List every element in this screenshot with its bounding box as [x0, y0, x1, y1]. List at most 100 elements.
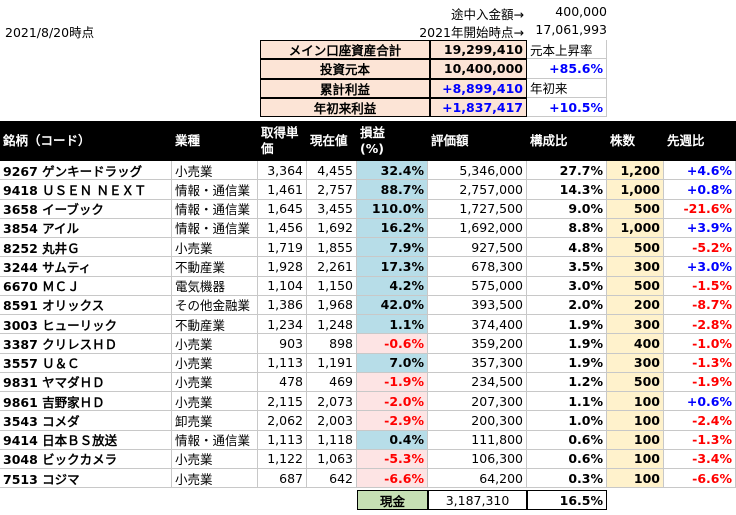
valuation: 357,300 [428, 353, 527, 373]
cost-price: 1,113 [258, 353, 307, 373]
current-price: 1,150 [307, 276, 357, 296]
current-price: 1,118 [307, 430, 357, 450]
column-header: 構成比 [527, 121, 607, 161]
weekly-change: +0.6% [664, 392, 736, 412]
current-price: 1,692 [307, 218, 357, 238]
current-price: 2,261 [307, 257, 357, 277]
valuation: 234,500 [428, 372, 527, 392]
profit-rate: 16.2% [357, 218, 428, 238]
summary-value: +1,837,417 [430, 97, 527, 118]
industry: 情報・通信業 [172, 430, 258, 450]
weekly-change: -6.6% [664, 469, 736, 489]
composition: 0.6% [527, 430, 607, 450]
cost-price: 903 [258, 334, 307, 354]
profit-rate: -1.9% [357, 372, 428, 392]
shares: 300 [607, 257, 664, 277]
profit-rate: 32.4% [357, 161, 428, 181]
industry: 卸売業 [172, 411, 258, 431]
valuation: 927,500 [428, 238, 527, 258]
composition: 3.0% [527, 276, 607, 296]
summary-value: 19,299,410 [430, 40, 527, 60]
valuation: 1,727,500 [428, 199, 527, 219]
summary-note: +10.5% [527, 97, 607, 118]
column-header: 評価額 [428, 121, 527, 161]
column-header: 業種 [172, 121, 258, 161]
current-price: 642 [307, 469, 357, 489]
cost-price: 687 [258, 469, 307, 489]
profit-rate: 7.9% [357, 238, 428, 258]
composition: 8.8% [527, 218, 607, 238]
cash-label: 現金 [357, 490, 428, 510]
industry: 電気機器 [172, 276, 258, 296]
weekly-change: -1.3% [664, 430, 736, 450]
current-price: 3,455 [307, 199, 357, 219]
valuation: 207,300 [428, 392, 527, 412]
valuation: 374,400 [428, 315, 527, 335]
cash-value: 3,187,310 [428, 490, 527, 510]
stock-name: 8252 丸井Ｇ [0, 238, 172, 258]
shares: 400 [607, 334, 664, 354]
shares: 500 [607, 276, 664, 296]
weekly-change: +4.6% [664, 161, 736, 181]
industry: その他金融業 [172, 295, 258, 315]
composition: 1.9% [527, 315, 607, 335]
cost-price: 1,719 [258, 238, 307, 258]
summary-value: 10,400,000 [430, 59, 527, 79]
shares: 100 [607, 392, 664, 412]
start-value: 17,061,993 [535, 22, 607, 37]
summary-label: 累計利益 [260, 78, 430, 98]
shares: 1,000 [607, 218, 664, 238]
valuation: 575,000 [428, 276, 527, 296]
industry: 不動産業 [172, 257, 258, 277]
valuation: 106,300 [428, 449, 527, 469]
composition: 14.3% [527, 180, 607, 200]
summary-label: 年初来利益 [260, 97, 430, 118]
shares: 100 [607, 411, 664, 431]
cost-price: 1,456 [258, 218, 307, 238]
column-header: 株数 [607, 121, 664, 161]
profit-rate: -2.0% [357, 392, 428, 412]
composition: 0.6% [527, 449, 607, 469]
valuation: 111,800 [428, 430, 527, 450]
stock-name: 9861 吉野家ＨＤ [0, 392, 172, 412]
composition: 27.7% [527, 161, 607, 181]
current-price: 4,455 [307, 161, 357, 181]
summary-value: +8,899,410 [430, 78, 527, 98]
current-price: 1,855 [307, 238, 357, 258]
industry: 情報・通信業 [172, 218, 258, 238]
profit-rate: 17.3% [357, 257, 428, 277]
shares: 500 [607, 238, 664, 258]
shares: 100 [607, 449, 664, 469]
weekly-change: -1.5% [664, 276, 736, 296]
profit-rate: 42.0% [357, 295, 428, 315]
composition: 1.0% [527, 411, 607, 431]
industry: 小売業 [172, 392, 258, 412]
stock-name: 3048 ビックカメラ [0, 449, 172, 469]
valuation: 2,757,000 [428, 180, 527, 200]
cost-price: 1,104 [258, 276, 307, 296]
profit-rate: -6.6% [357, 469, 428, 489]
shares: 300 [607, 315, 664, 335]
weekly-change: -2.4% [664, 411, 736, 431]
summary-note: 年初来 [527, 78, 607, 98]
stock-name: 3658 イーブック [0, 199, 172, 219]
valuation: 678,300 [428, 257, 527, 277]
current-price: 2,003 [307, 411, 357, 431]
shares: 300 [607, 353, 664, 373]
weekly-change: -5.2% [664, 238, 736, 258]
valuation: 64,200 [428, 469, 527, 489]
cost-price: 2,062 [258, 411, 307, 431]
profit-rate: 1.1% [357, 315, 428, 335]
current-price: 2,073 [307, 392, 357, 412]
stock-name: 3244 サムティ [0, 257, 172, 277]
profit-rate: 4.2% [357, 276, 428, 296]
shares: 200 [607, 295, 664, 315]
composition: 9.0% [527, 199, 607, 219]
industry: 小売業 [172, 353, 258, 373]
weekly-change: +0.8% [664, 180, 736, 200]
weekly-change: +3.0% [664, 257, 736, 277]
composition: 1.1% [527, 392, 607, 412]
shares: 1,000 [607, 180, 664, 200]
cost-price: 1,928 [258, 257, 307, 277]
